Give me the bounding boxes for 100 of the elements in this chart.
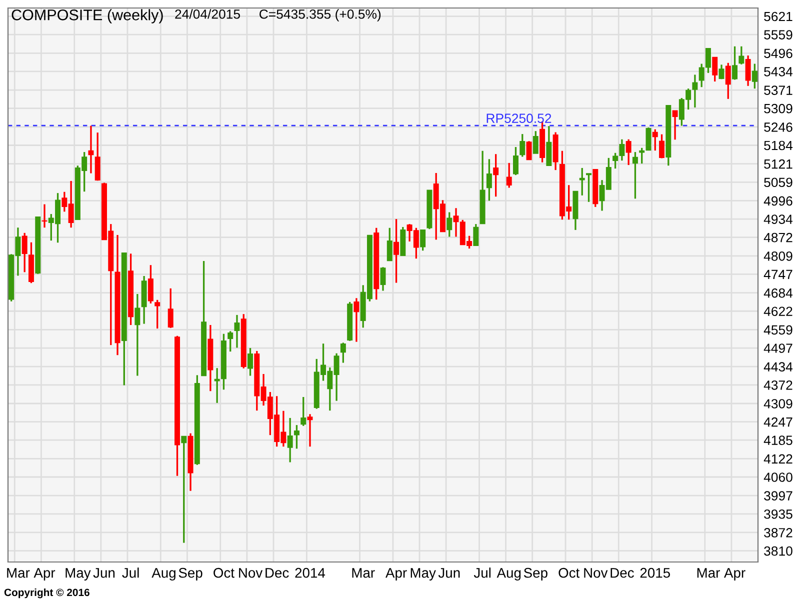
candlestick [300,396,306,427]
candlestick [214,367,220,404]
candlestick [692,74,698,108]
x-tick-label: Dec [266,568,289,578]
candlestick [340,342,346,364]
candlestick [526,140,532,161]
candlestick [532,130,538,154]
x-tick-label: Nov [584,568,608,578]
candlestick [94,132,100,182]
ref-line-label: RP5250.52 [486,114,552,124]
candlestick [380,266,386,292]
y-tick-label: 4684 [764,288,793,298]
candlestick [513,146,518,176]
y-tick-label: 4434 [764,362,793,372]
x-tick-label: May [66,568,91,581]
y-tick-label: 5121 [764,159,792,169]
y-tick-label: 4809 [764,251,792,261]
candlestick [168,288,174,329]
candlestick [148,264,154,304]
candlestick [738,46,744,66]
candlestick [234,314,240,349]
y-tick-label: 4747 [764,270,792,280]
x-tick-label: Aug [496,568,521,581]
candlestick [181,435,187,544]
x-tick-label: Sep [524,568,548,581]
y-tick-label: 4622 [764,306,792,316]
candlestick [659,133,665,160]
y-tick-label: 5559 [764,30,792,40]
candlestick [486,158,492,202]
y-tick-label: 4122 [764,454,792,464]
x-tick-label: Mar [7,568,30,578]
candlestick [394,218,400,284]
candlestick [307,413,313,448]
chart-subtitle: 24/04/2015 C=5435.355 (+0.5%) [175,9,381,22]
y-tick-label: 4934 [764,214,793,224]
chart-title: COMPOSITE (weekly) [12,9,163,24]
candlestick [718,64,724,80]
candlestick [639,147,645,164]
candlestick [626,138,632,166]
x-tick-label: Sep [178,568,202,581]
x-tick-label: Mar [352,568,375,578]
candlestick [672,110,678,140]
candlestick [420,229,426,252]
y-tick-label: 5059 [764,178,792,188]
y-tick-label: 5309 [764,104,792,114]
text: Copyright © 2016 [4,588,90,598]
candlestick [732,46,738,81]
candlestick [42,203,48,228]
candlestick [248,347,253,377]
candlestick [712,56,718,82]
x-tick-label: Apr [34,568,56,581]
candlestick [446,211,452,238]
y-tick-label: 4497 [764,344,792,353]
candlestick [506,162,512,189]
y-tick-label: 3810 [764,546,792,556]
candlestick [752,62,758,90]
x-tick-label: Aug [152,568,176,581]
y-tick-label: 4996 [764,196,792,206]
candlestick [579,167,585,196]
candlestick [354,297,360,343]
y-tick-label: 5434 [764,67,793,76]
y-tick-label: 3872 [764,528,792,538]
candlestick [473,223,479,246]
candlestick [228,330,234,352]
candlestick [745,54,751,87]
x-tick-label: Nov [239,568,263,578]
candlestick [287,417,293,464]
candlestick [520,133,526,158]
y-tick-label: 3997 [764,491,792,500]
x-tick-label: Oct [558,568,580,578]
y-tick-label: 4060 [764,472,792,482]
candlestick [386,227,392,262]
y-tick-label: 4559 [764,325,792,335]
x-tick-label: Mar [697,568,720,578]
y-tick-label: 4872 [764,232,792,242]
candlestick [652,128,658,152]
x-tick-label: May [410,568,436,581]
x-tick-label: 2015 [640,568,670,578]
x-tick-label: Jun [93,568,115,578]
y-tick-label: 4309 [764,399,792,408]
y-tick-label: 5246 [764,122,792,132]
candlestick [88,124,94,174]
y-tick-label: 4372 [764,380,792,390]
x-tick-label: Dec [610,568,634,578]
y-tick-label: 5496 [764,48,792,58]
y-tick-label: 3935 [764,509,792,519]
candlestick [546,125,552,166]
candlestick [725,62,731,100]
candlestick [294,424,300,450]
x-tick-label: Jul [122,568,139,578]
x-tick-label: 2014 [295,568,326,578]
y-tick-label: 5371 [764,86,792,95]
y-tick-label: 5184 [764,140,793,150]
x-tick-label: Oct [214,568,234,578]
x-tick-label: Apr [724,568,746,581]
candlestick [493,153,499,198]
candlestick [22,232,28,273]
candlestick [586,172,592,203]
x-tick-label: Jun [438,568,460,578]
x-tick-label: Jul [474,568,491,578]
